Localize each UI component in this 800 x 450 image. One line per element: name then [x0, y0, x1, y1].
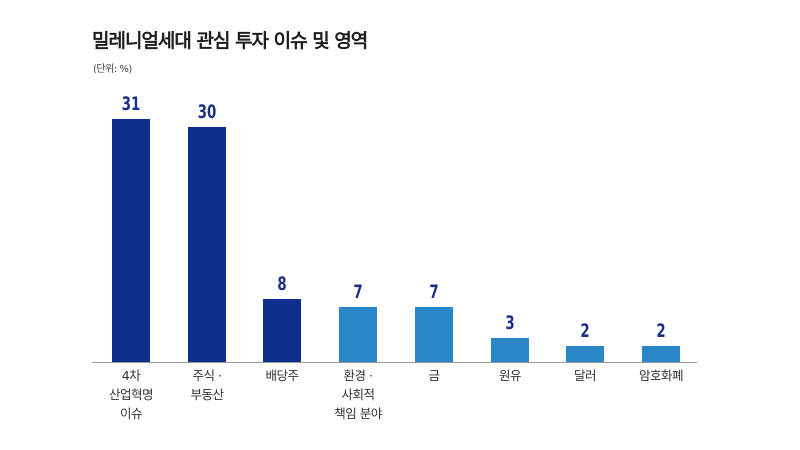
value-label: 7	[429, 281, 439, 303]
category-label: 금	[428, 368, 440, 383]
category-label: 환경 · 사회적 책임 분야	[334, 368, 382, 421]
category-label: 4차 산업혁명 이슈	[108, 368, 154, 421]
bar	[566, 346, 604, 362]
value-label: 30	[197, 101, 217, 123]
bar	[263, 299, 301, 362]
value-label: 2	[580, 320, 590, 342]
chart-title: 밀레니얼세대 관심 투자 이슈 및 영역	[92, 30, 368, 52]
bar	[642, 346, 680, 362]
category-label: 달러	[573, 368, 597, 383]
value-label: 31	[121, 93, 141, 115]
category-label: 암호화폐	[638, 368, 684, 383]
category-label: 원유	[498, 368, 522, 383]
value-label: 7	[353, 281, 363, 303]
value-label: 3	[505, 312, 515, 334]
x-axis-baseline	[92, 362, 697, 363]
category-label: 배당주	[265, 368, 299, 383]
bar	[491, 338, 529, 362]
value-label: 2	[656, 320, 666, 342]
value-label: 8	[277, 273, 287, 295]
bar	[415, 307, 453, 362]
category-label: 주식 · 부동산	[190, 368, 224, 402]
bar	[112, 119, 150, 362]
bar	[188, 127, 226, 362]
bar	[339, 307, 377, 362]
unit-label: (단위: %)	[93, 64, 132, 75]
